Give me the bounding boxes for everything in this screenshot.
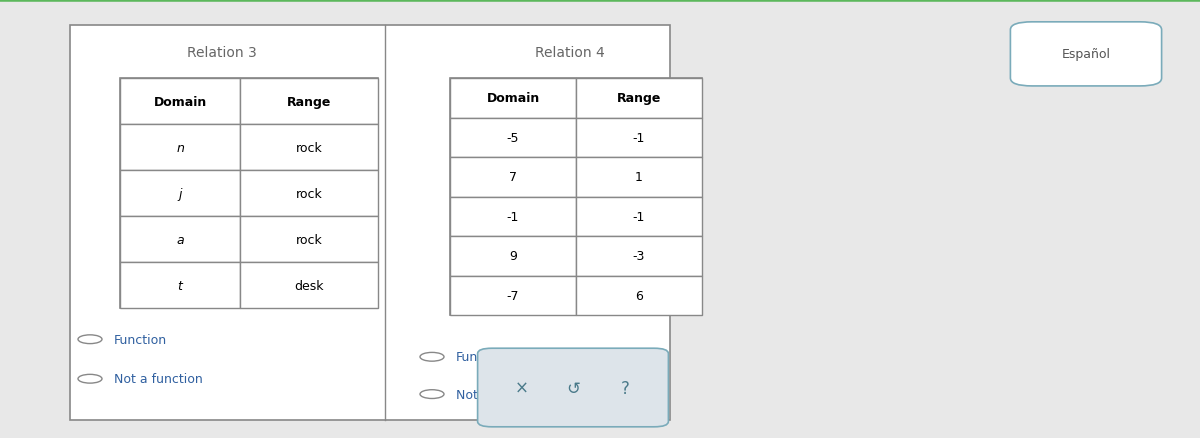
- Text: -1: -1: [632, 210, 646, 223]
- Text: Relation 4: Relation 4: [535, 46, 605, 60]
- Text: 9: 9: [509, 250, 517, 263]
- Text: rock: rock: [295, 233, 323, 246]
- Bar: [450, 237, 576, 276]
- Text: 7: 7: [509, 171, 517, 184]
- Text: Function: Function: [456, 350, 509, 364]
- Text: rock: rock: [295, 141, 323, 154]
- Bar: [576, 79, 702, 118]
- Text: -1: -1: [506, 210, 520, 223]
- Text: 1: 1: [635, 171, 643, 184]
- Bar: [450, 197, 576, 237]
- Bar: [240, 217, 378, 263]
- Bar: [450, 276, 576, 315]
- Text: Domain: Domain: [486, 92, 540, 105]
- Bar: [450, 79, 576, 118]
- Text: Español: Español: [1062, 48, 1110, 61]
- Text: Relation 3: Relation 3: [187, 46, 257, 60]
- Bar: [240, 171, 378, 217]
- Bar: [70, 26, 670, 420]
- Text: Not a function: Not a function: [456, 388, 545, 401]
- Bar: [120, 79, 240, 125]
- Text: Not a function: Not a function: [114, 372, 203, 385]
- FancyBboxPatch shape: [478, 349, 668, 427]
- Text: t: t: [178, 279, 182, 292]
- Text: -7: -7: [506, 289, 520, 302]
- Bar: [240, 125, 378, 171]
- Text: a: a: [176, 233, 184, 246]
- Text: desk: desk: [294, 279, 324, 292]
- Bar: [576, 118, 702, 158]
- Bar: [120, 263, 240, 309]
- Bar: [240, 79, 378, 125]
- Text: ↺: ↺: [566, 378, 580, 397]
- Bar: [120, 171, 240, 217]
- Text: 6: 6: [635, 289, 643, 302]
- Text: -3: -3: [632, 250, 646, 263]
- Bar: [120, 79, 378, 309]
- Text: Domain: Domain: [154, 95, 206, 108]
- Bar: [450, 79, 702, 315]
- Bar: [576, 158, 702, 197]
- Bar: [576, 197, 702, 237]
- Text: -1: -1: [632, 131, 646, 145]
- Bar: [240, 263, 378, 309]
- Bar: [576, 237, 702, 276]
- Text: rock: rock: [295, 187, 323, 200]
- Text: ×: ×: [515, 378, 528, 397]
- Text: Range: Range: [287, 95, 331, 108]
- FancyBboxPatch shape: [1010, 23, 1162, 87]
- Bar: [120, 125, 240, 171]
- Text: Function: Function: [114, 333, 167, 346]
- Text: j: j: [179, 187, 181, 200]
- Bar: [450, 158, 576, 197]
- Bar: [576, 276, 702, 315]
- Bar: [450, 118, 576, 158]
- Text: n: n: [176, 141, 184, 154]
- Bar: [120, 217, 240, 263]
- Text: ?: ?: [620, 378, 629, 397]
- Text: -5: -5: [506, 131, 520, 145]
- Text: Range: Range: [617, 92, 661, 105]
